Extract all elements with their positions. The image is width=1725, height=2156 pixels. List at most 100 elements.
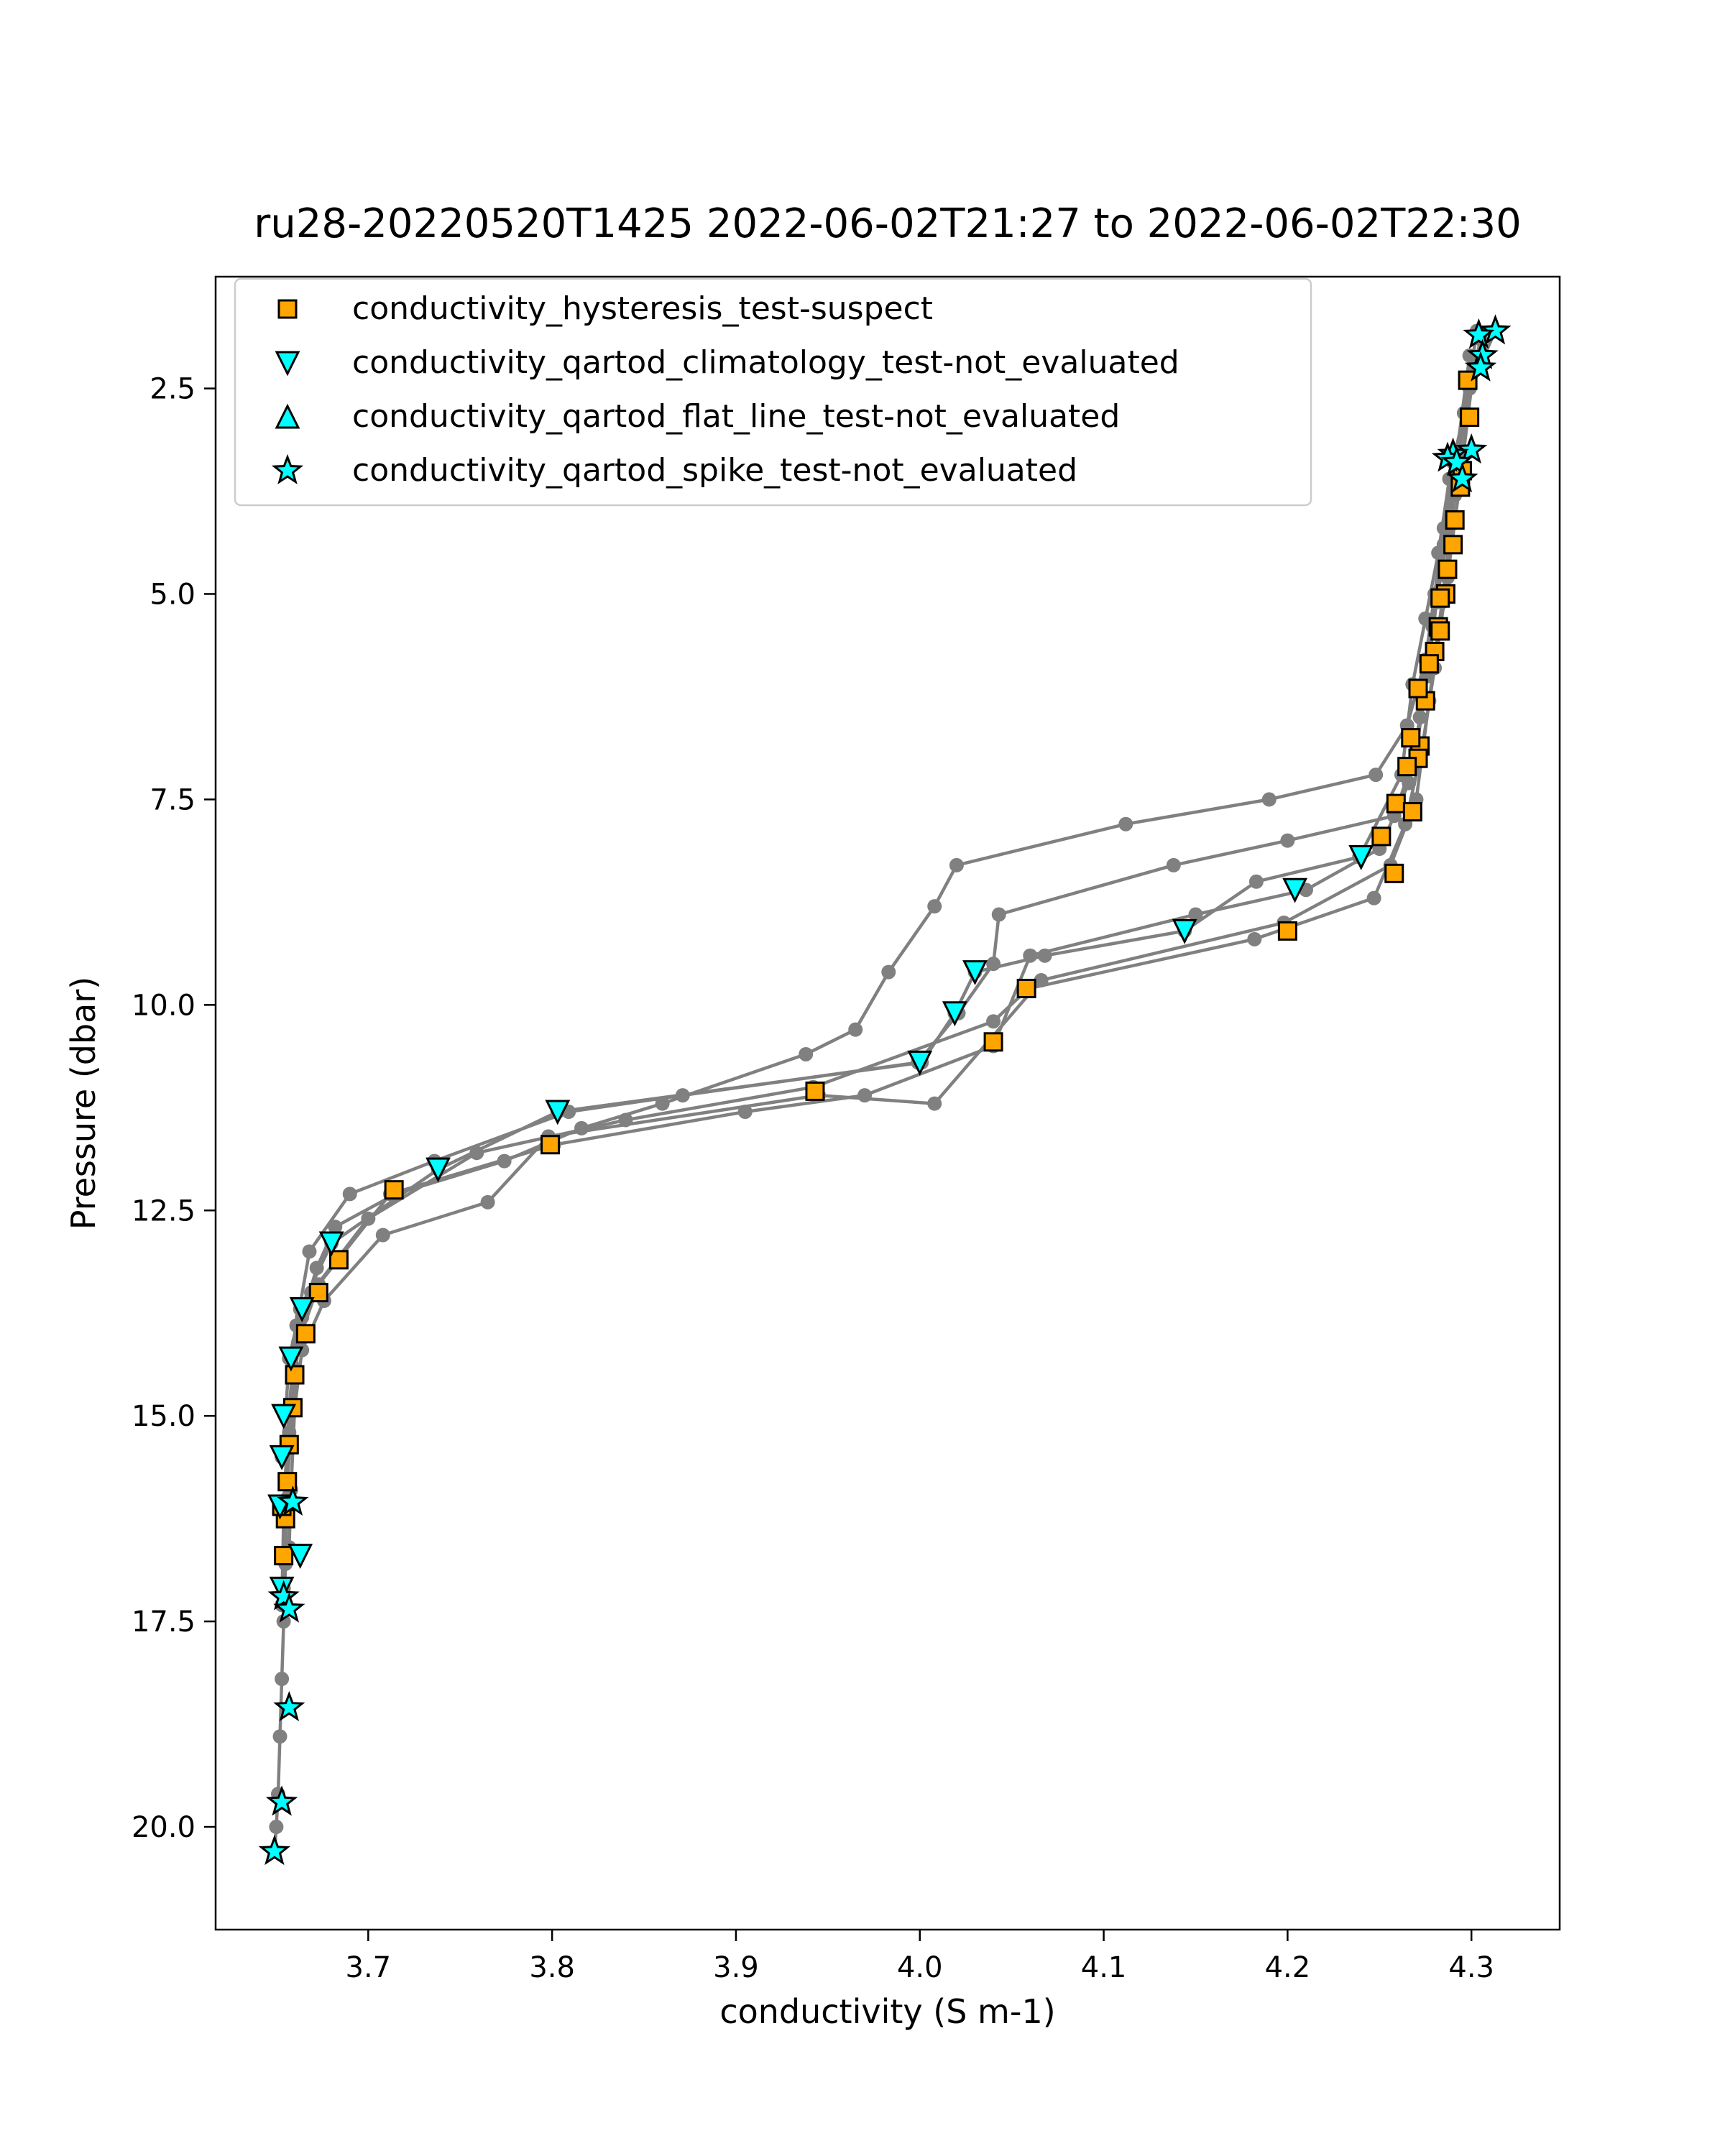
- profile-point: [497, 1153, 512, 1169]
- square-marker: [1397, 757, 1417, 777]
- square-marker: [1277, 921, 1297, 941]
- square-marker: [274, 1546, 294, 1566]
- square-marker: [1401, 728, 1421, 748]
- square-marker: [1460, 407, 1480, 428]
- profile-point: [1402, 775, 1417, 791]
- legend-box: [234, 277, 1312, 507]
- profile-line: [288, 379, 1470, 1548]
- triangle_down-marker: [289, 1296, 315, 1322]
- square-marker: [1371, 826, 1392, 847]
- profile-point: [618, 1112, 633, 1128]
- y-tick-label: 12.5: [132, 1194, 196, 1227]
- y-tick-label: 10.0: [132, 989, 196, 1022]
- profile-point: [675, 1088, 690, 1103]
- profile-point: [342, 1187, 357, 1202]
- triangle_down-marker: [907, 1050, 933, 1076]
- axes-frame: [214, 275, 1561, 1931]
- square-marker: [285, 1365, 305, 1385]
- x-tick-label: 3.9: [713, 1951, 759, 1984]
- y-tick-label: 7.5: [150, 783, 196, 816]
- profile-point: [574, 1120, 589, 1135]
- profile-point: [1368, 768, 1384, 783]
- profile-point: [1366, 890, 1381, 906]
- triangle_down-marker: [269, 1445, 295, 1470]
- x-tick-label: 4.0: [897, 1951, 943, 1984]
- square-marker: [1384, 863, 1404, 883]
- chart-title: ru28-20220520T1425 2022-06-02T21:27 to 2…: [254, 201, 1521, 247]
- star-marker: [267, 1580, 300, 1611]
- profile-point: [1280, 833, 1295, 848]
- legend-items: conductivity_hysteresis_test-suspectcond…: [271, 290, 1179, 489]
- profile-point: [1166, 857, 1181, 872]
- profile-point: [881, 964, 896, 980]
- profile-point: [1261, 792, 1276, 807]
- square-marker: [540, 1135, 561, 1155]
- square-marker: [805, 1081, 825, 1101]
- legend-label: conductivity_qartod_climatology_test-not…: [352, 344, 1179, 381]
- profile-point: [328, 1220, 343, 1235]
- star-marker: [1455, 433, 1488, 464]
- star-marker: [1446, 462, 1478, 493]
- star-marker: [273, 1592, 305, 1623]
- star-marker: [273, 1690, 305, 1722]
- y-tick-label: 17.5: [132, 1606, 196, 1639]
- square-marker: [1430, 588, 1450, 608]
- profile-point: [1188, 907, 1203, 922]
- x-tick-label: 4.2: [1265, 1951, 1311, 1984]
- profile-point: [276, 1614, 291, 1629]
- profile-point: [361, 1211, 376, 1226]
- triangle_down-marker: [942, 1001, 967, 1027]
- square-marker: [1443, 535, 1463, 555]
- triangle_down-marker: [278, 1346, 304, 1372]
- legend-label: conductivity_qartod_flat_line_test-not_e…: [352, 398, 1120, 435]
- x-axis-label: conductivity (S m-1): [719, 1992, 1055, 2031]
- square-marker: [384, 1180, 404, 1200]
- legend-square-icon: [277, 299, 298, 319]
- profile-point: [655, 1096, 670, 1111]
- square-marker: [1445, 510, 1465, 530]
- profile-point: [848, 1022, 863, 1037]
- profile-point: [275, 1672, 290, 1687]
- profile-point: [949, 857, 964, 872]
- y-axis: 2.5 5.0 7.5 10.0 12.5 15.0 17.5 20.0: [132, 373, 216, 1844]
- square-marker: [328, 1250, 349, 1270]
- square-marker: [983, 1032, 1003, 1052]
- star-marker: [258, 1835, 290, 1866]
- profile-point: [799, 1046, 814, 1061]
- y-tick-label: 20.0: [132, 1811, 196, 1844]
- profile-point: [1118, 816, 1133, 831]
- triangle_down-marker: [288, 1544, 313, 1569]
- triangle_down-marker: [545, 1100, 571, 1125]
- triangle_down-marker: [426, 1157, 451, 1183]
- profile-point: [469, 1146, 484, 1161]
- profile-point: [1037, 948, 1052, 963]
- star-marker: [1479, 314, 1512, 345]
- legend: conductivity_hysteresis_test-suspectcond…: [234, 277, 1312, 507]
- legend-star-icon: [271, 453, 304, 484]
- legend-label: conductivity_qartod_spike_test-not_evalu…: [352, 452, 1077, 489]
- profile-point: [302, 1244, 317, 1259]
- square-marker: [1408, 678, 1428, 699]
- square-marker: [1438, 559, 1458, 579]
- profile-point: [737, 1105, 753, 1120]
- y-tick-label: 15.0: [132, 1400, 196, 1433]
- star-marker: [265, 1785, 298, 1816]
- profile-point: [1034, 973, 1049, 988]
- y-tick-label: 2.5: [150, 373, 196, 406]
- profile-point: [272, 1729, 288, 1744]
- triangle_down-marker: [318, 1231, 344, 1257]
- star-marker: [1463, 318, 1495, 349]
- square-marker: [1419, 654, 1439, 674]
- star-marker: [1440, 446, 1473, 476]
- profile-point: [1023, 948, 1038, 963]
- profile-point: [375, 1227, 390, 1243]
- square-marker: [1402, 802, 1422, 822]
- square-marker: [295, 1324, 316, 1344]
- star-marker: [1464, 351, 1497, 382]
- profile-point: [986, 1014, 1001, 1029]
- triangle_down-marker: [1348, 844, 1374, 870]
- triangle_down-marker: [271, 1404, 297, 1429]
- profile-point: [927, 1096, 942, 1111]
- star-marker: [277, 1485, 309, 1516]
